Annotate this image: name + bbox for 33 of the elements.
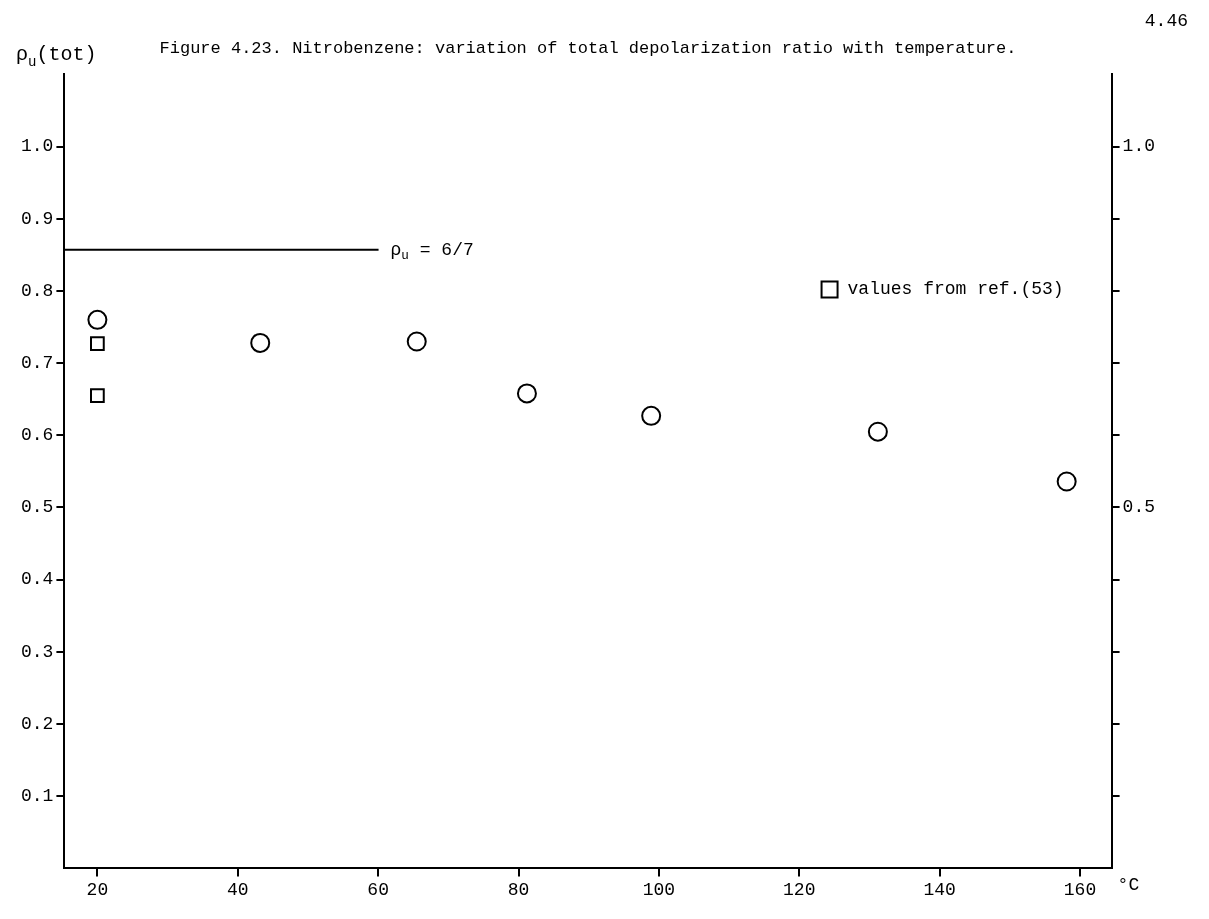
legend-label: values from ref.(53)	[847, 279, 1064, 300]
point	[1056, 471, 1077, 492]
x-tick-label: 160	[1063, 879, 1097, 900]
y-tick-label: 0.4	[21, 569, 54, 590]
y-tick-label: 0.3	[21, 641, 54, 662]
point	[250, 332, 271, 353]
x-tick-label: 120	[783, 879, 816, 900]
x-tick-label: 140	[923, 879, 956, 900]
y-tick-label: 0.1	[21, 785, 54, 806]
point	[516, 383, 537, 404]
y-tick-label: 0.7	[21, 352, 54, 373]
y-tick-label: 0.5	[21, 497, 54, 518]
point	[867, 421, 888, 442]
x-axis-title: °C	[1117, 875, 1140, 896]
y-tick-label: 0.2	[21, 713, 54, 734]
x-tick-label: 40	[226, 879, 249, 900]
y2-tick-label: 0.5	[1122, 497, 1155, 518]
y-tick-label: 0.6	[21, 425, 54, 446]
y-tick-label: 0.8	[21, 280, 54, 301]
chart-title: Figure 4.23. Nitrobenzene: variation of total depolarization ratio with temperature.	[159, 38, 1017, 58]
y2-tick-label: 1.0	[1122, 136, 1155, 157]
text: 4.46	[1144, 10, 1188, 31]
x-tick-label: 60	[367, 879, 389, 900]
point	[406, 331, 427, 352]
point	[90, 388, 105, 403]
x-tick-label: 100	[642, 879, 676, 900]
point	[641, 405, 662, 426]
point	[87, 309, 108, 330]
y-tick-label: 0.9	[21, 208, 54, 229]
point	[90, 336, 105, 351]
x-tick-label: 80	[507, 879, 530, 900]
x-tick-label: 20	[86, 879, 109, 900]
y-tick-label: 1.0	[21, 136, 54, 157]
